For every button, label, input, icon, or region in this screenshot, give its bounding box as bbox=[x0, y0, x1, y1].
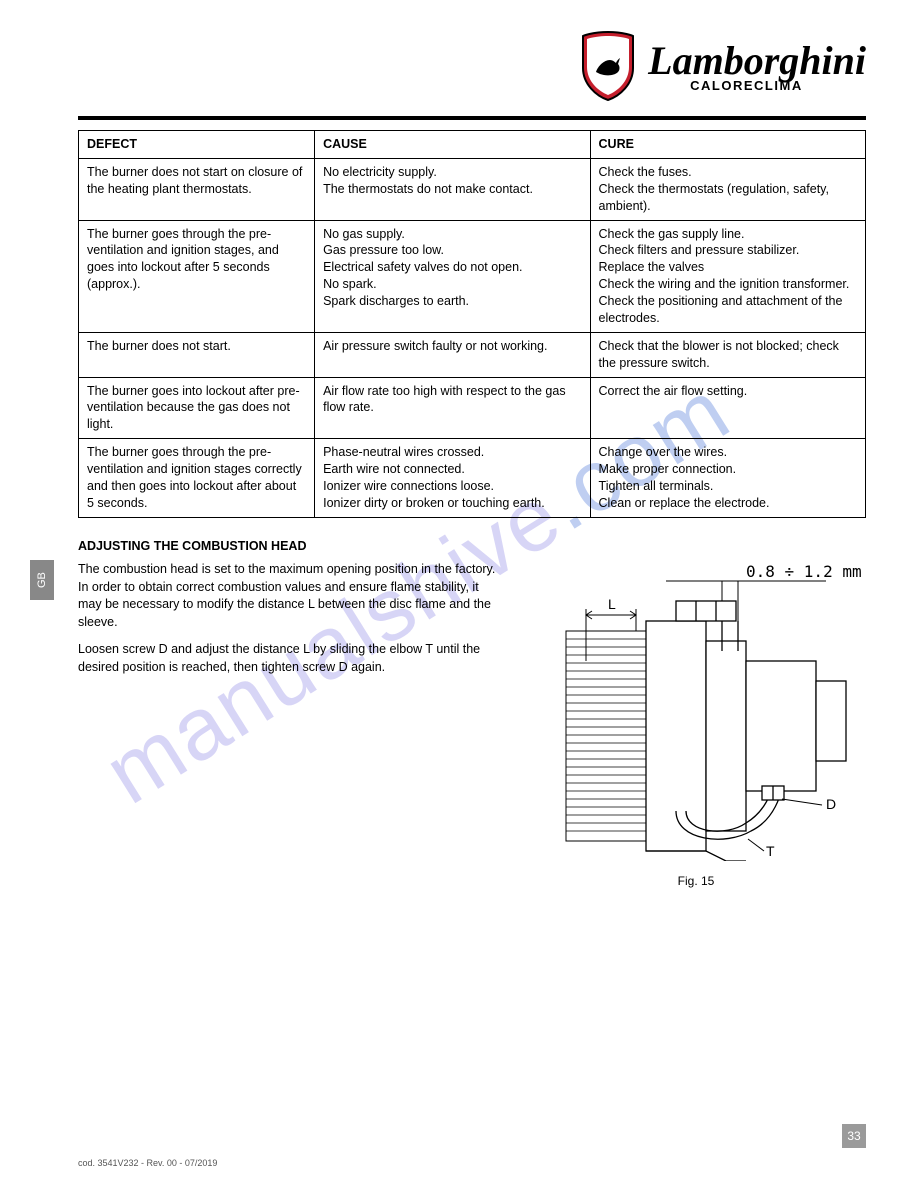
cell-cause: No electricity supply.The thermostats do… bbox=[315, 158, 590, 220]
table-row: The burner does not start. Air pressure … bbox=[79, 332, 866, 377]
cell-defect: The burner goes into lockout after pre-v… bbox=[79, 377, 315, 439]
cell-defect: The burner goes through the pre-ventilat… bbox=[79, 220, 315, 332]
page-number: 33 bbox=[842, 1124, 866, 1148]
figure-block: 0.8 ÷ 1.2 mm L bbox=[526, 561, 866, 889]
table-header-row: DEFECT CAUSE CURE bbox=[79, 131, 866, 159]
cell-defect: The burner goes through the pre-ventilat… bbox=[79, 439, 315, 518]
fig-label-D: D bbox=[826, 796, 836, 812]
figure-caption: Fig. 15 bbox=[526, 873, 866, 890]
cell-cure: Change over the wires.Make proper connec… bbox=[590, 439, 865, 518]
cell-cause: Phase-neutral wires crossed.Earth wire n… bbox=[315, 439, 590, 518]
cell-cure: Check the gas supply line.Check filters … bbox=[590, 220, 865, 332]
th-defect: DEFECT bbox=[79, 131, 315, 159]
dim-label: 0.8 ÷ 1.2 mm bbox=[746, 562, 862, 581]
logo-block: Lamborghini CALORECLIMA bbox=[78, 30, 866, 102]
lang-tab: GB bbox=[30, 560, 54, 600]
cell-defect: The burner does not start on closure of … bbox=[79, 158, 315, 220]
th-cure: CURE bbox=[590, 131, 865, 159]
section-heading: ADJUSTING THE COMBUSTION HEAD bbox=[78, 538, 866, 556]
cell-cause: No gas supply.Gas pressure too low.Elect… bbox=[315, 220, 590, 332]
section-paragraph: The combustion head is set to the maximu… bbox=[78, 561, 502, 631]
cell-cause: Air pressure switch faulty or not workin… bbox=[315, 332, 590, 377]
section-adjusting: ADJUSTING THE COMBUSTION HEAD The combus… bbox=[78, 538, 866, 890]
fig-label-T: T bbox=[766, 843, 775, 859]
table-row: The burner goes into lockout after pre-v… bbox=[79, 377, 866, 439]
table-row: The burner does not start on closure of … bbox=[79, 158, 866, 220]
th-cause: CAUSE bbox=[315, 131, 590, 159]
table-row: The burner goes through the pre-ventilat… bbox=[79, 439, 866, 518]
logo-shield-icon bbox=[578, 30, 638, 102]
footer-code: cod. 3541V232 - Rev. 00 - 07/2019 bbox=[78, 1158, 217, 1168]
table-row: The burner goes through the pre-ventilat… bbox=[79, 220, 866, 332]
cell-cure: Correct the air flow setting. bbox=[590, 377, 865, 439]
cell-cure: Check that the blower is not blocked; ch… bbox=[590, 332, 865, 377]
cell-cause: Air flow rate too high with respect to t… bbox=[315, 377, 590, 439]
logo-sub-text: CALORECLIMA bbox=[690, 79, 866, 92]
section-instruction: Loosen screw D and adjust the distance L… bbox=[78, 641, 502, 676]
fig-label-L: L bbox=[608, 596, 616, 612]
cell-cure: Check the fuses.Check the thermostats (r… bbox=[590, 158, 865, 220]
troubleshoot-table: DEFECT CAUSE CURE The burner does not st… bbox=[78, 130, 866, 518]
logo-script-text: Lamborghini bbox=[648, 41, 866, 81]
combustion-head-diagram: 0.8 ÷ 1.2 mm L bbox=[526, 561, 866, 861]
cell-defect: The burner does not start. bbox=[79, 332, 315, 377]
header-rule bbox=[78, 116, 866, 120]
